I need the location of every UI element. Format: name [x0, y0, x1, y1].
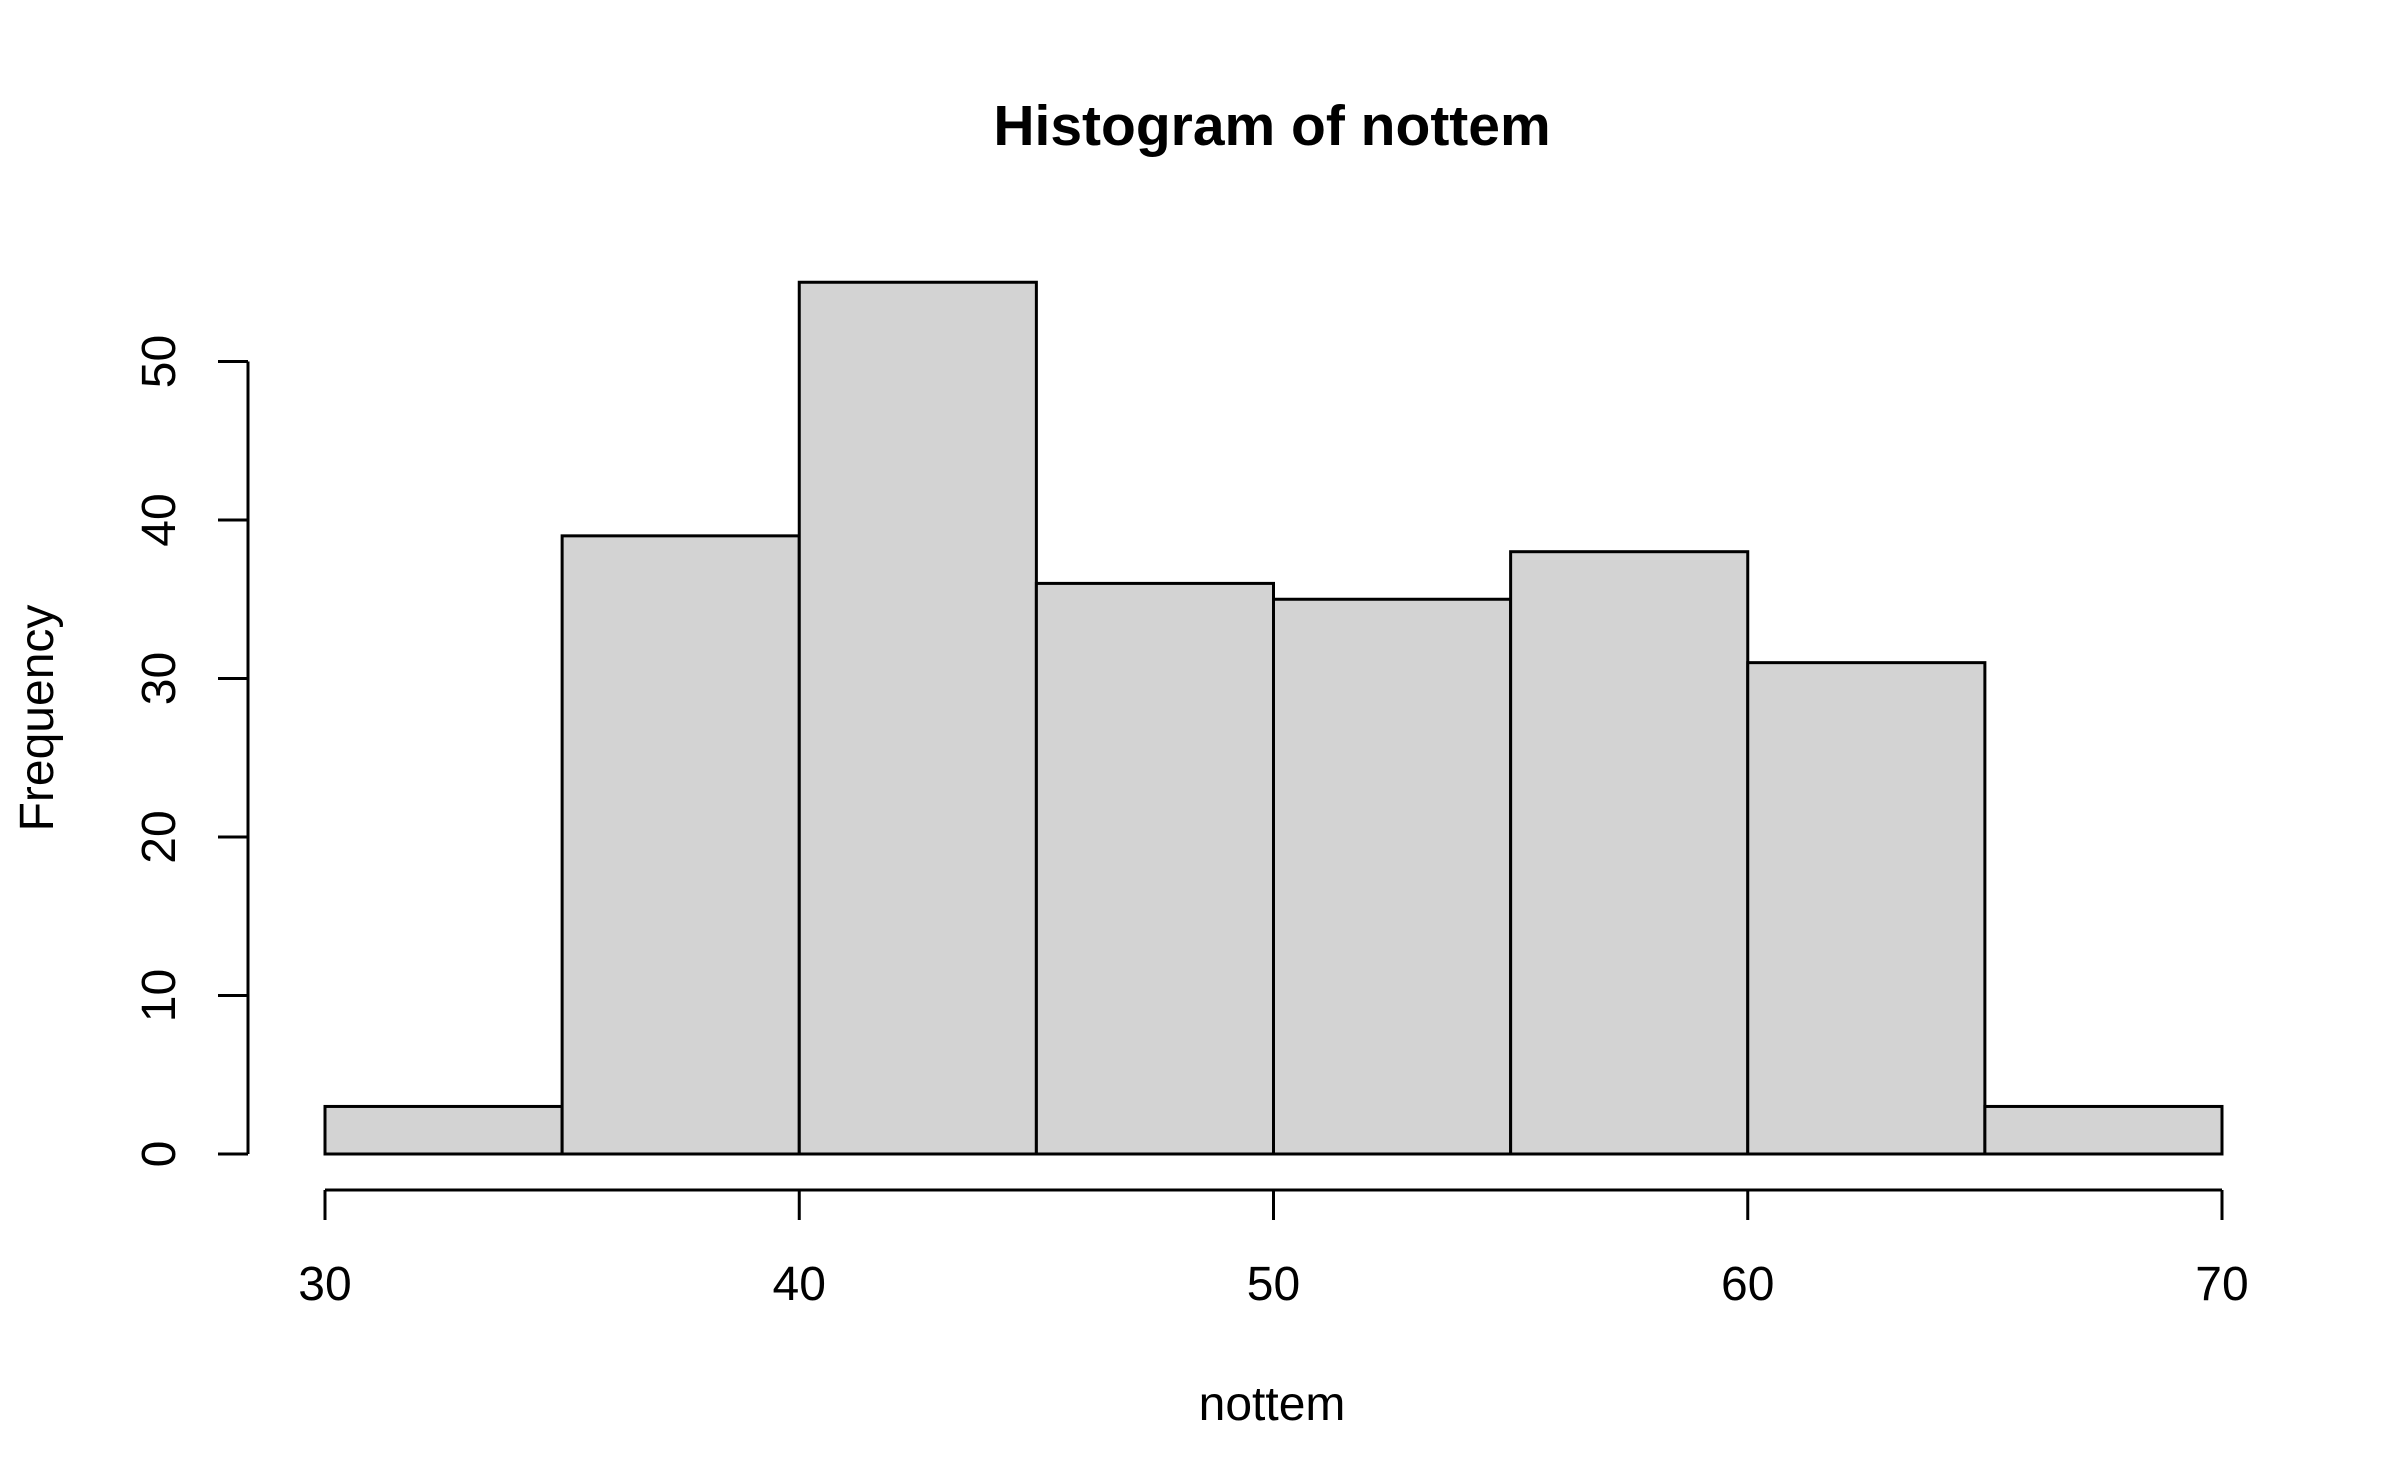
- y-tick-label: 0: [133, 1141, 186, 1168]
- chart-title: Histogram of nottem: [993, 94, 1550, 158]
- histogram-bar-30-35: [323, 1104, 564, 1156]
- y-axis: 0 10 20 30 40 50: [133, 335, 250, 1168]
- x-axis-title: nottem: [1199, 1378, 1346, 1431]
- y-tick-label: 20: [133, 810, 186, 863]
- bars-layer: [323, 280, 2224, 1156]
- histogram-bar-40-45: [797, 280, 1038, 1156]
- y-axis-title: Frequency: [11, 605, 64, 832]
- x-tick-label: 30: [298, 1258, 351, 1311]
- histogram-bar-50-55: [1272, 597, 1513, 1156]
- y-tick-label: 40: [133, 493, 186, 546]
- y-tick-label: 50: [133, 335, 186, 388]
- x-tick-label: 40: [773, 1258, 826, 1311]
- y-tick-label: 10: [133, 969, 186, 1022]
- y-tick-label: 30: [133, 652, 186, 705]
- histogram-bar-65-70: [1983, 1104, 2224, 1156]
- x-tick-label: 50: [1247, 1258, 1300, 1311]
- histogram-bar-35-40: [560, 534, 801, 1156]
- x-tick-label: 70: [2195, 1258, 2248, 1311]
- x-axis: 30 40 50 60 70: [298, 1188, 2249, 1311]
- histogram-bar-45-50: [1034, 581, 1275, 1156]
- histogram-bar-60-65: [1746, 661, 1987, 1156]
- x-tick-label: 60: [1721, 1258, 1774, 1311]
- histogram-bar-55-60: [1509, 550, 1750, 1156]
